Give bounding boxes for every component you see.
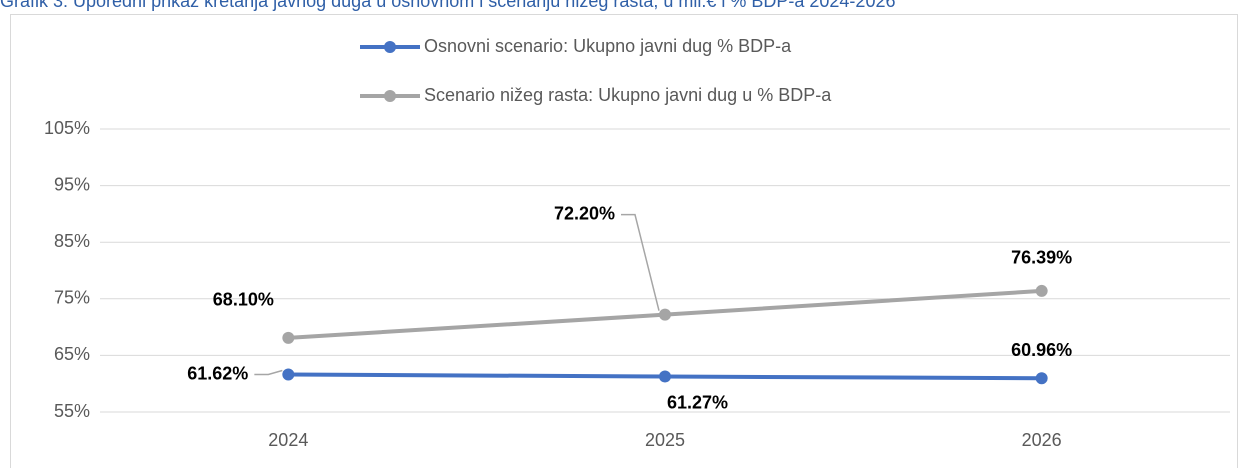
y-tick-label: 95% <box>54 174 90 194</box>
data-label: 60.96% <box>1011 340 1072 360</box>
legend-label: Scenario nižeg rasta: Ukupno javni dug u… <box>424 85 832 105</box>
data-label: 72.20% <box>554 203 615 223</box>
y-tick-label: 105% <box>44 118 90 138</box>
y-tick-label: 55% <box>54 401 90 421</box>
chart-border <box>10 14 1238 468</box>
leader-line <box>621 213 660 311</box>
data-point <box>282 331 295 344</box>
y-tick-label: 65% <box>54 344 90 364</box>
data-label: 61.62% <box>187 363 248 383</box>
x-tick-label: 2024 <box>268 430 308 450</box>
x-tick-label: 2025 <box>645 430 685 450</box>
legend-marker <box>384 41 396 53</box>
leader-line <box>254 369 283 376</box>
legend-marker <box>384 90 396 102</box>
data-label: 76.39% <box>1011 248 1072 268</box>
data-point <box>659 308 671 321</box>
data-label: 61.27% <box>667 392 728 412</box>
x-tick-label: 2026 <box>1022 430 1062 450</box>
y-tick-label: 75% <box>54 288 90 308</box>
data-point <box>659 370 671 383</box>
data-point <box>1035 284 1048 297</box>
data-point <box>282 368 295 381</box>
legend-label: Osnovni scenario: Ukupno javni dug % BDP… <box>424 36 792 56</box>
data-point <box>1035 372 1048 385</box>
data-label: 68.10% <box>213 290 274 310</box>
y-tick-label: 85% <box>54 231 90 251</box>
chart-title: Grafik 3: Uporedni prikaz kretanja javno… <box>0 0 895 11</box>
